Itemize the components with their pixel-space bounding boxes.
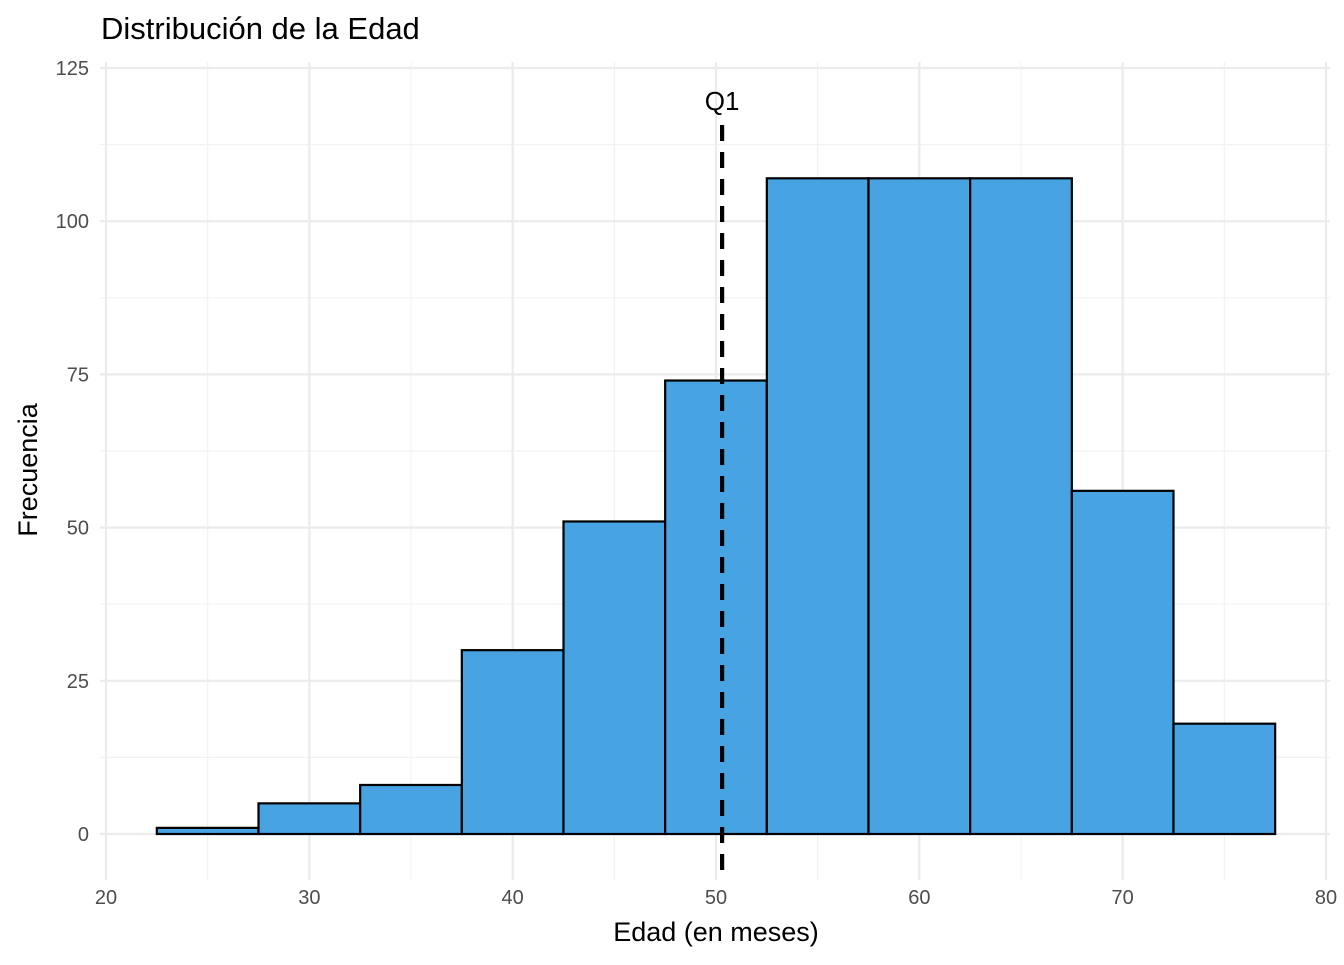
histogram-bar xyxy=(359,783,463,836)
ticks-layer: 20 30 40 50 60 70 80 0 25 50 75 100 125 xyxy=(56,58,1338,909)
chart-title: Distribución de la Edad xyxy=(101,11,420,46)
y-tick-label: 75 xyxy=(67,364,89,386)
histogram-bar xyxy=(1070,489,1175,836)
x-tick-label: 30 xyxy=(298,887,320,909)
histogram-bar xyxy=(562,520,667,836)
histogram-bar xyxy=(867,177,972,836)
y-tick-label: 0 xyxy=(78,824,89,846)
x-tick-label: 60 xyxy=(908,887,930,909)
histogram-bar xyxy=(765,177,870,836)
reference-line-layer: Q1 xyxy=(705,86,740,874)
q1-reference-label: Q1 xyxy=(705,86,740,116)
x-tick-label: 40 xyxy=(502,887,524,909)
y-tick-label: 100 xyxy=(56,211,89,233)
x-tick-label: 70 xyxy=(1112,887,1134,909)
histogram-bar xyxy=(1172,722,1277,836)
x-tick-label: 50 xyxy=(705,887,727,909)
y-tick-label: 25 xyxy=(67,671,89,693)
y-tick-label: 125 xyxy=(56,58,89,80)
bars-layer xyxy=(155,177,1277,836)
histogram-bar xyxy=(969,177,1073,836)
x-tick-label: 20 xyxy=(95,887,117,909)
histogram-bar xyxy=(460,649,565,836)
histogram-bar xyxy=(664,379,768,836)
x-axis-title: Edad (en meses) xyxy=(613,917,819,947)
y-axis-title: Frecuencia xyxy=(13,402,43,537)
x-tick-label: 80 xyxy=(1315,887,1337,909)
y-tick-label: 50 xyxy=(67,518,89,540)
histogram-bar xyxy=(257,802,362,836)
histogram-bar xyxy=(155,826,260,836)
